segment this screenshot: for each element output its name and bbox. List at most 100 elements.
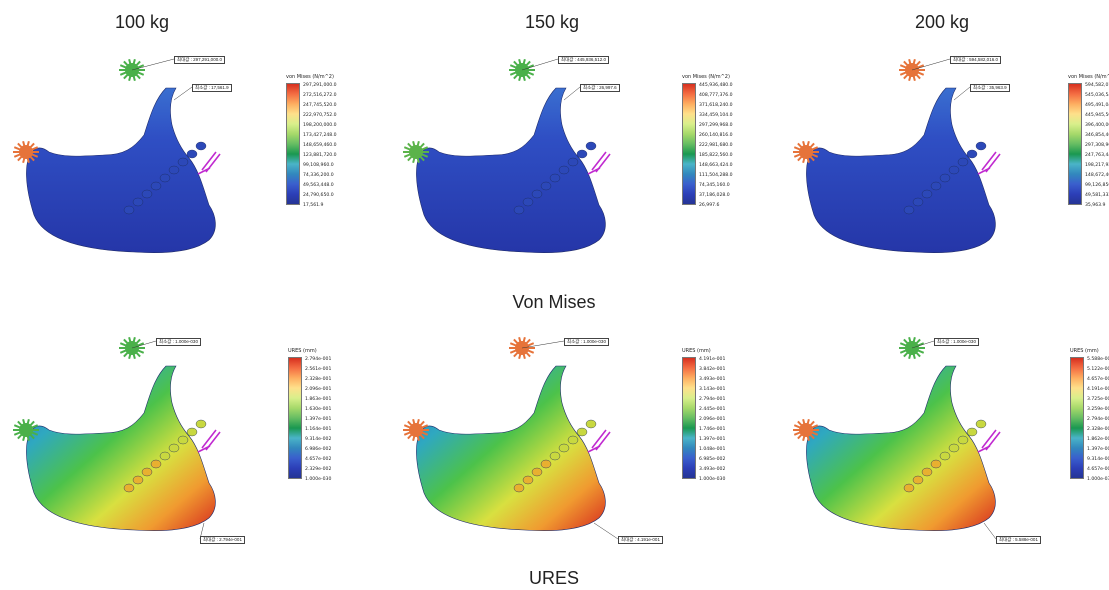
legend-value: 6.985e-002 [699,457,726,462]
legend-value: 49,563,448.0 [303,183,334,188]
tooth [948,165,960,175]
tooth [531,467,543,477]
mandible-model [403,58,611,253]
value-callout: 최대값 : 297,291,000.0 [174,56,225,64]
legend-value: 198,217,920.0 [1085,163,1109,168]
implant-marker [587,429,611,453]
legend-value: 3.143e-001 [699,387,726,392]
legend-value: 17,561.9 [303,203,324,208]
legend-value: 272,516,272.0 [303,93,337,98]
tooth [132,475,144,485]
legend-value: 2.794e-001 [699,397,726,402]
von-mises-panel-0: 최대값 : 297,291,000.0 최소값 : 17,561.9 von Mis… [4,40,337,270]
tooth [576,427,588,437]
value-callout: 최대값 : 4.191e-001 [618,536,663,544]
legend-value: 222,981,680.0 [699,143,733,148]
ures-panel-0: 최소값 : 1.000e-030 최대값 : 2.794e-001 URES (mm… [4,318,334,548]
legend-value: 2.328e-001 [1087,427,1109,432]
legend-value: 1.746e-001 [699,427,726,432]
legend-value: 247,763,440.0 [1085,153,1109,158]
legend-value: 6.986e-002 [305,447,332,452]
legend-value: 3.493e-001 [699,377,726,382]
legend-value: 35,963.9 [1085,203,1106,208]
mandible-body [416,365,606,531]
tooth [531,189,543,199]
von-mises-legend: von Mises (N/m^2) 594,582,016.0 545,036,54… [1068,74,1109,208]
implant-marker [587,151,611,175]
value-callout: 최소값 : 17,561.9 [192,84,232,92]
tooth [150,181,162,191]
tooth [159,173,171,183]
legend-value: 2.561e-001 [305,367,332,372]
legend-value: 111,504,288.0 [699,173,733,178]
tooth [540,181,552,191]
tooth [195,141,207,151]
legend-value: 297,308,960.0 [1085,143,1109,148]
legend-value: 26,997.6 [699,203,720,208]
condyle-load-cluster [799,145,813,159]
tooth [168,165,180,175]
condyle-load-cluster [905,341,919,355]
tooth [585,419,597,429]
row-title-ures: URES [528,568,579,588]
legend-value: 4.657e-001 [1087,377,1109,382]
tooth [540,459,552,469]
value-callout: 최대값 : 5.588e-001 [996,536,1041,544]
tooth [513,483,525,493]
implant-marker [977,151,1001,175]
legend-color-bar [682,83,696,205]
condyle-load-cluster [515,63,529,77]
legend-value: 4.657e-002 [1087,467,1109,472]
callout-leader [131,340,157,349]
tooth [948,443,960,453]
legend-value: 334,459,104.0 [699,113,733,118]
tooth [168,443,180,453]
legend-value: 5.122e-001 [1087,367,1109,372]
legend-value: 74,345,160.0 [699,183,730,188]
value-callout: 최대값 : 2.794e-001 [200,536,245,544]
callout-leader [953,86,971,101]
legend-value: 594,582,016.0 [1085,83,1109,88]
tooth [549,451,561,461]
legend-value: 148,659,460.0 [303,143,337,148]
tooth [123,205,135,215]
legend-value: 3.493e-002 [699,467,726,472]
legend-color-bar [286,83,300,205]
callout-leader [983,522,997,540]
condyle-load-cluster [515,341,529,355]
tooth [186,427,198,437]
tooth [558,165,570,175]
legend-value: 24,790,650.0 [303,193,334,198]
legend-color-bar [682,357,696,479]
tooth [930,459,942,469]
legend-value: 297,291,000.0 [303,83,337,88]
column-title-200kg: 200 kg [914,12,970,32]
legend-value: 5.588e-001 [1087,357,1109,362]
ures-legend: URES (mm) 4.191e-001 3.842e-001 3.493e-001 3… [682,348,725,482]
legend-value: 1.164e-001 [305,427,332,432]
legend-value: 1.630e-001 [305,407,332,412]
legend-value: 1.397e-001 [1087,447,1109,452]
legend-value: 4.657e-002 [305,457,332,462]
legend-value: 2.096e-001 [305,387,332,392]
value-callout: 최소값 : 1.000e-030 [564,338,609,346]
tooth [903,483,915,493]
legend-color-bar [288,357,302,479]
von-mises-legend: von Mises (N/m^2) 297,291,000.0 272,516,27… [286,74,337,208]
callout-leader [521,58,559,71]
legend-value: 1.048e-001 [699,447,726,452]
tooth [522,197,534,207]
implant-marker [197,151,221,175]
callout-leader [563,86,581,101]
legend-value: 4.191e-001 [699,357,726,362]
legend-value: 2.329e-002 [305,467,332,472]
tooth [141,467,153,477]
tooth [939,451,951,461]
legend-value: 49,581,332.0 [1085,193,1109,198]
condyle-load-cluster [19,423,33,437]
tooth [150,459,162,469]
legend-value: 37,186,028.0 [699,193,730,198]
tooth [195,419,207,429]
condyle-load-cluster [409,145,423,159]
callout-leader [911,58,951,71]
